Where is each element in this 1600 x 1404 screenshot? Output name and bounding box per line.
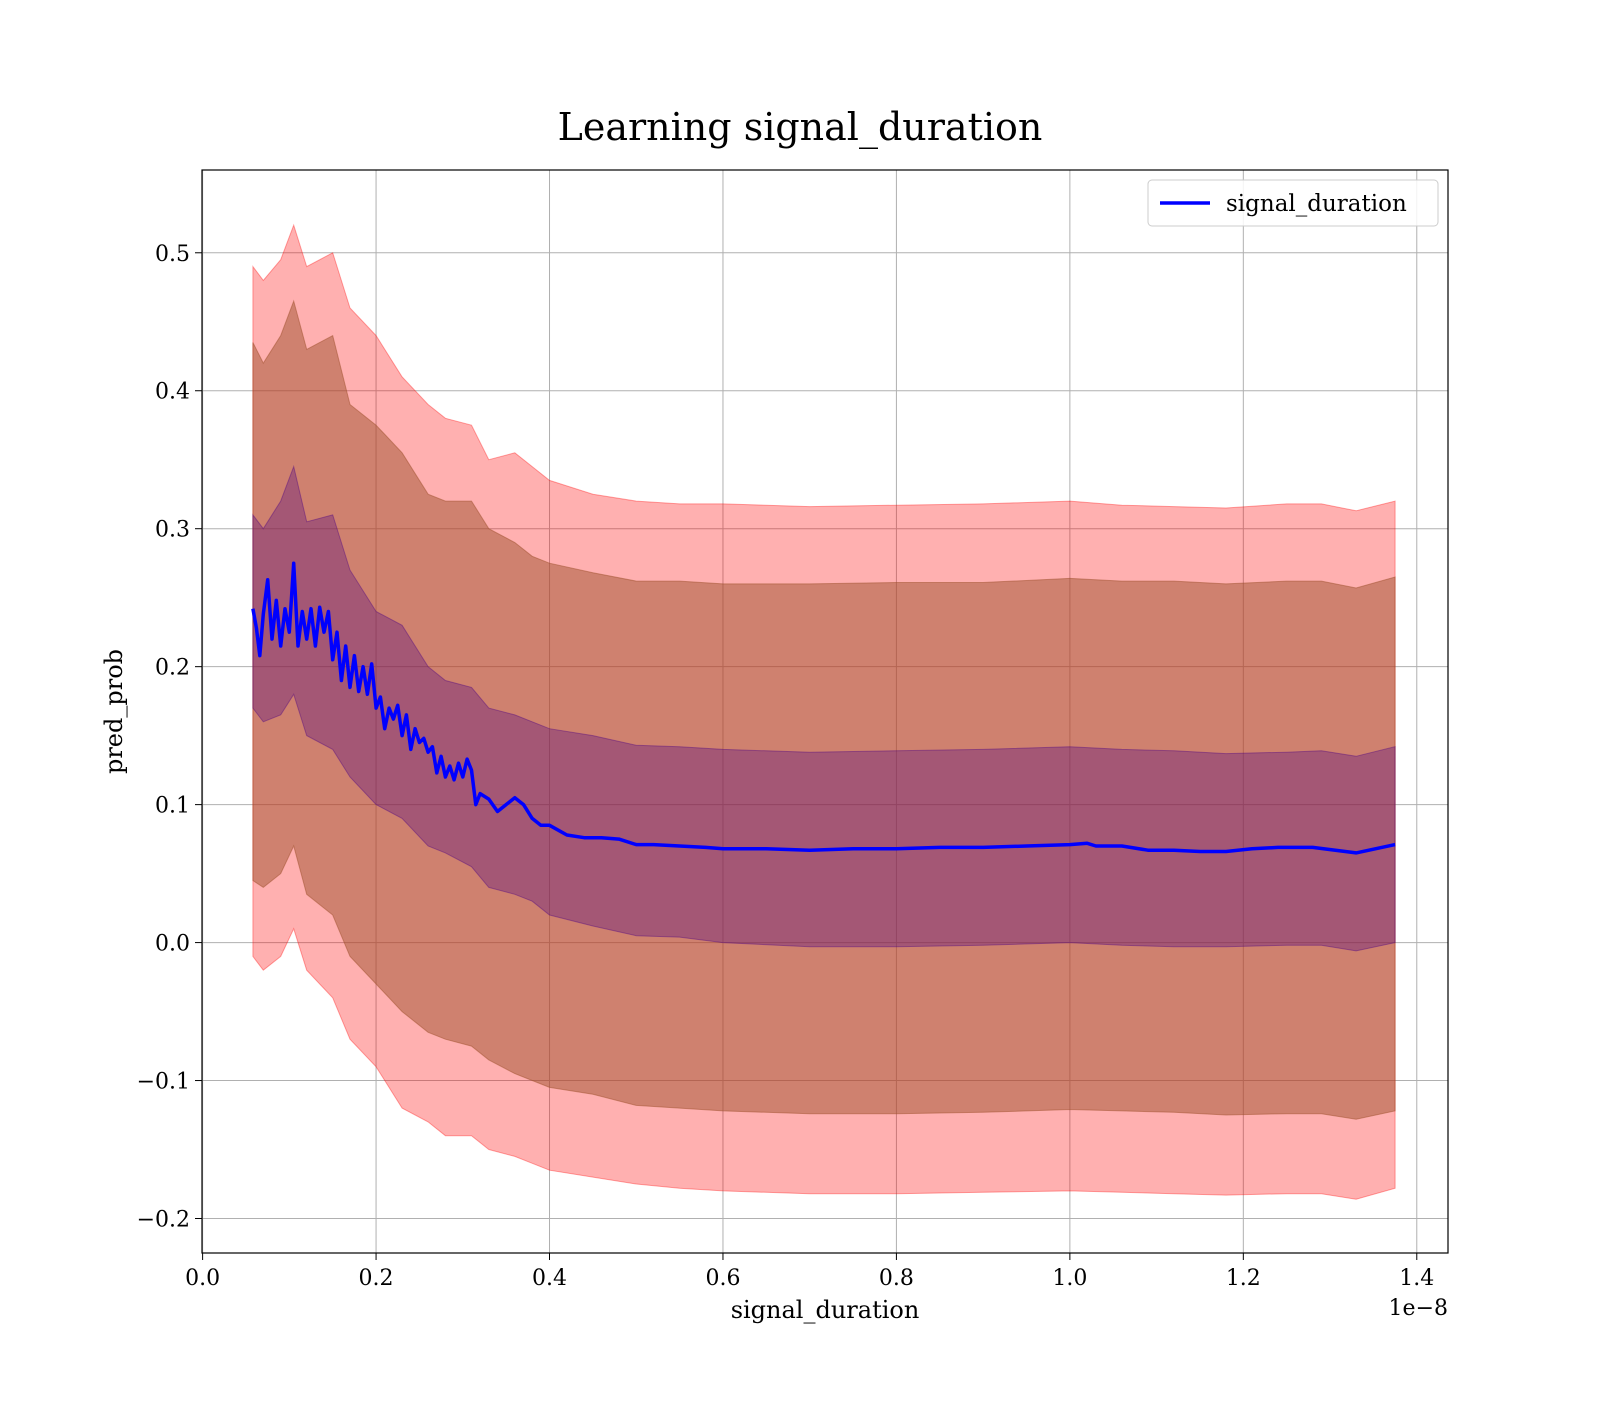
band-inner [252,464,1396,952]
y-tick-label: −0.2 [137,1208,190,1233]
legend: signal_duration [1147,179,1439,227]
x-tick-label: 0.8 [879,1266,914,1291]
legend-label: signal_duration [1226,191,1407,217]
uncertainty-bands [252,223,1396,1200]
y-tick-label: 0.1 [155,794,190,819]
band-1sd [252,299,1396,1120]
y-tick-label: 0.0 [155,932,190,957]
x-tick-label: 0.0 [185,1266,220,1291]
x-tick-label: 0.6 [705,1266,740,1291]
y-tick-label: 0.4 [155,380,190,405]
y-axis-label: pred_prob [100,649,128,774]
y-axis-ticks: −0.2 −0.1 0.0 0.1 0.2 0.3 0.4 0.5 [137,242,202,1233]
y-tick-label: −0.1 [137,1070,190,1095]
x-axis-ticks: 0.0 0.2 0.4 0.6 0.8 1.0 1.2 1.4 [185,1253,1434,1291]
y-tick-label: 0.2 [155,656,190,681]
x-tick-label: 0.4 [532,1266,567,1291]
x-axis-offset-label: 1e−8 [1389,1296,1448,1321]
series-line [251,561,1396,855]
chart-title: Learning signal_duration [558,105,1043,150]
y-tick-label: 0.3 [155,518,190,543]
x-tick-label: 0.2 [359,1266,394,1291]
series-lines [251,561,1396,855]
x-tick-label: 1.0 [1052,1266,1087,1291]
plot-frame [201,169,1449,1254]
y-tick-label: 0.5 [155,242,190,267]
x-tick-label: 1.4 [1399,1266,1434,1291]
x-axis-label: signal_duration [731,1296,920,1324]
x-tick-label: 1.2 [1226,1266,1261,1291]
legend-box [1147,179,1439,227]
